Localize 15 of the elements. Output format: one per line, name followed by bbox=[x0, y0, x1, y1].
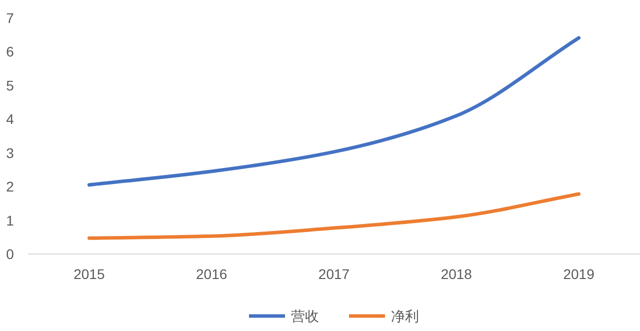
legend-label: 净利 bbox=[391, 308, 419, 324]
y-tick-label: 4 bbox=[6, 111, 14, 128]
x-tick-label: 2016 bbox=[196, 266, 228, 282]
x-tick-label: 2019 bbox=[563, 266, 595, 282]
y-tick-label: 6 bbox=[6, 44, 14, 60]
y-tick-label: 1 bbox=[6, 212, 14, 228]
y-tick-label: 2 bbox=[6, 178, 14, 195]
y-tick-label: 0 bbox=[6, 246, 14, 262]
y-tick-label: 3 bbox=[6, 144, 14, 161]
x-tick-label: 2015 bbox=[74, 266, 105, 282]
x-tick-label: 2018 bbox=[440, 266, 472, 282]
y-tick-label: 5 bbox=[6, 77, 14, 94]
x-tick-label: 2017 bbox=[318, 266, 350, 282]
y-tick-label: 7 bbox=[6, 10, 14, 26]
legend-label: 营收 bbox=[291, 308, 319, 324]
